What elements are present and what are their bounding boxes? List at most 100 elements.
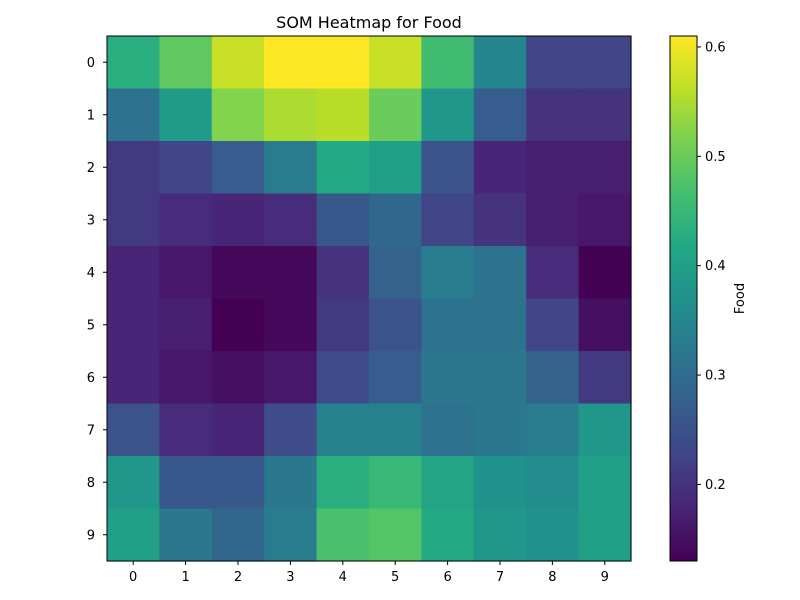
heatmap-cell-r7-c6 <box>421 403 475 457</box>
y-tick-label: 1 <box>87 108 95 123</box>
heatmap-cell-r8-c7 <box>473 456 527 510</box>
y-axis: 0 1 2 3 4 5 6 7 8 9 <box>87 56 107 543</box>
y-tick-label: 9 <box>87 528 95 543</box>
heatmap-cell-r2-c5 <box>369 141 422 195</box>
heatmap-cell-r7-c7 <box>473 403 527 457</box>
y-tick-label: 3 <box>87 213 95 228</box>
heatmap-cell-r9-c1 <box>159 508 213 562</box>
heatmap-cell-r1-c8 <box>526 88 580 142</box>
y-tick-label: 2 <box>87 161 95 176</box>
heatmap-cell-r0-c9 <box>578 36 632 90</box>
heatmap-cell-r6-c3 <box>264 351 318 405</box>
heatmap-cell-r1-c3 <box>264 88 318 142</box>
x-tick-label: 9 <box>601 570 609 585</box>
heatmap-cell-r9-c4 <box>316 508 370 562</box>
heatmap-cell-r5-c3 <box>264 298 318 352</box>
y-tick-label: 5 <box>87 318 95 333</box>
heatmap-cell-r8-c9 <box>578 456 632 510</box>
heatmap-cell-r4-c6 <box>421 246 475 300</box>
heatmap-cell-r0-c2 <box>211 36 265 90</box>
heatmap-cell-r8-c2 <box>211 456 265 510</box>
heatmap-cell-r8-c5 <box>369 456 422 510</box>
heatmap-cell-r7-c5 <box>369 403 422 457</box>
heatmap-cell-r7-c1 <box>159 403 213 457</box>
heatmap-cell-r6-c6 <box>421 351 475 405</box>
y-tick-label: 7 <box>87 423 95 438</box>
heatmap-cell-r2-c6 <box>421 141 475 195</box>
heatmap-cell-r4-c8 <box>526 246 580 300</box>
heatmap-cell-r1-c9 <box>578 88 632 142</box>
heatmap-cell-r1-c7 <box>473 88 527 142</box>
heatmap-cell-r0-c0 <box>107 36 160 90</box>
heatmap-cell-r4-c4 <box>316 246 370 300</box>
plot-frame <box>106 35 632 562</box>
heatmap-cell-r4-c1 <box>159 246 213 300</box>
heatmap-cell-r6-c0 <box>107 351 160 405</box>
heatmap-cell-r3-c1 <box>159 193 213 247</box>
heatmap-cell-r4-c7 <box>473 246 527 300</box>
heatmap-cell-r6-c9 <box>578 351 632 405</box>
heatmap-cell-r9-c2 <box>211 508 265 562</box>
y-tick-label: 0 <box>87 56 95 71</box>
heatmap-cell-r5-c5 <box>369 298 422 352</box>
heatmap-cell-r7-c4 <box>316 403 370 457</box>
heatmap-cell-r3-c2 <box>211 193 265 247</box>
x-tick-label: 3 <box>286 570 294 585</box>
heatmap-cell-r1-c5 <box>369 88 422 142</box>
x-tick-label: 0 <box>129 570 137 585</box>
x-tick-label: 2 <box>234 570 242 585</box>
heatmap-cell-r0-c1 <box>159 36 213 90</box>
heatmap-cell-r9-c6 <box>421 508 475 562</box>
heatmap-cell-r1-c1 <box>159 88 213 142</box>
y-tick-label: 6 <box>87 371 95 386</box>
heatmap-cell-r6-c5 <box>369 351 422 405</box>
heatmap-cell-r8-c8 <box>526 456 580 510</box>
x-tick-label: 1 <box>181 570 189 585</box>
heatmap-cell-r1-c0 <box>107 88 160 142</box>
heatmap-cell-r7-c9 <box>578 403 632 457</box>
x-tick-label: 5 <box>391 570 399 585</box>
heatmap-cell-r0-c8 <box>526 36 580 90</box>
heatmap-cell-r9-c3 <box>264 508 318 562</box>
heatmap-cell-r7-c8 <box>526 403 580 457</box>
heatmap-cell-r6-c4 <box>316 351 370 405</box>
heatmap-cell-r3-c8 <box>526 193 580 247</box>
heatmap-cell-r3-c5 <box>369 193 422 247</box>
heatmap-cell-r3-c0 <box>107 193 160 247</box>
heatmap-cell-r4-c9 <box>578 246 632 300</box>
x-tick-label: 8 <box>548 570 556 585</box>
heatmap-cell-r5-c1 <box>159 298 213 352</box>
heatmap-cell-r5-c4 <box>316 298 370 352</box>
colorbar-tick-label: 0.2 <box>705 478 726 493</box>
colorbar-tick-label: 0.3 <box>705 369 726 384</box>
heatmap-cell-r2-c8 <box>526 141 580 195</box>
heatmap-cell-r0-c4 <box>316 36 370 90</box>
y-tick-label: 8 <box>87 476 95 491</box>
x-tick-label: 6 <box>443 570 451 585</box>
heatmap-cell-r3-c9 <box>578 193 632 247</box>
heatmap-cell-r2-c9 <box>578 141 632 195</box>
heatmap-cell-r9-c5 <box>369 508 422 562</box>
colorbar: 0.2 0.3 0.4 0.5 0.6 Food <box>669 35 748 562</box>
heatmap-cell-r5-c2 <box>211 298 265 352</box>
heatmap-cell-r9-c9 <box>578 508 632 562</box>
x-axis: 0 1 2 3 4 5 6 7 8 9 <box>129 561 609 585</box>
colorbar-tick-label: 0.4 <box>705 259 726 274</box>
heatmap-cell-r2-c4 <box>316 141 370 195</box>
heatmap-cell-r0-c6 <box>421 36 475 90</box>
heatmap-cell-r8-c0 <box>107 456 160 510</box>
heatmap-cell-r7-c0 <box>107 403 160 457</box>
colorbar-tick-label: 0.6 <box>705 40 726 55</box>
colorbar-label: Food <box>733 283 748 314</box>
heatmap-cell-r4-c2 <box>211 246 265 300</box>
colorbar-tick-label: 0.5 <box>705 150 726 165</box>
heatmap-cell-r5-c6 <box>421 298 475 352</box>
heatmap-cell-r8-c3 <box>264 456 318 510</box>
heatmap-cell-r3-c6 <box>421 193 475 247</box>
heatmap-cell-r6-c2 <box>211 351 265 405</box>
heatmap-cell-r5-c8 <box>526 298 580 352</box>
heatmap-cell-r0-c3 <box>264 36 318 90</box>
heatmap-cell-r8-c4 <box>316 456 370 510</box>
heatmap-cell-r5-c7 <box>473 298 527 352</box>
